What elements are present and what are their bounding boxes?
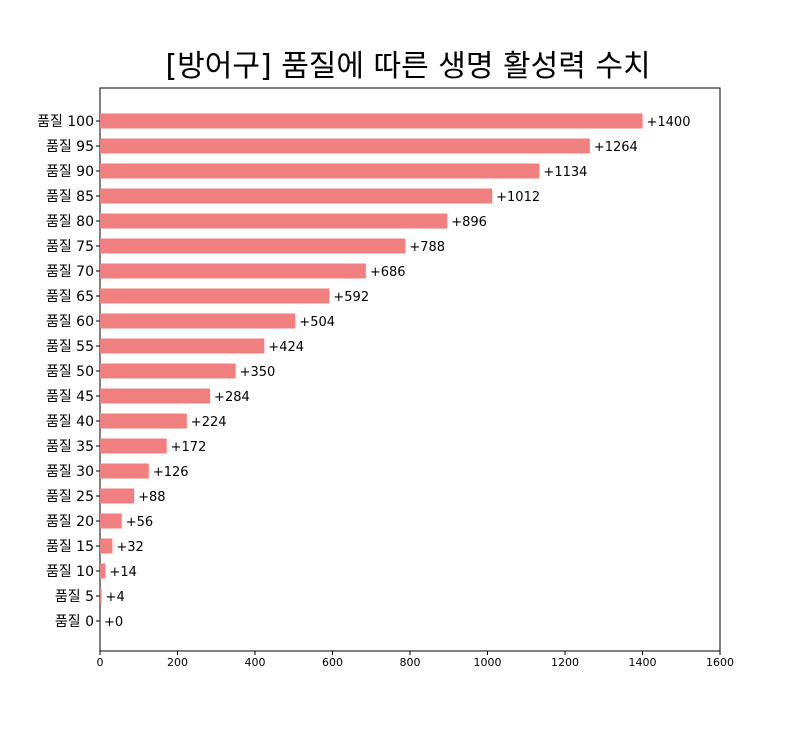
y-tick-label: 품질 30 [46,464,94,480]
y-tick-label: 품질 95 [46,139,94,155]
y-tick-label: 품질 45 [46,389,94,405]
data-label: +350 [240,365,276,380]
y-tick-label: 품질 50 [46,364,94,380]
bar [100,538,113,554]
y-tick-label: 품질 5 [55,589,94,605]
bar [100,488,135,504]
bar [100,113,643,129]
y-tick-label: 품질 70 [46,264,94,280]
x-tick-label: 1600 [706,656,734,669]
y-tick-label: 품질 100 [37,114,94,130]
y-tick-label: 품질 80 [46,214,94,230]
bars-group [100,113,643,604]
data-label: +686 [370,265,406,280]
data-label: +172 [171,440,207,455]
bar [100,463,149,479]
y-tick-label: 품질 20 [46,514,94,530]
data-label: +32 [116,540,143,555]
data-label: +1134 [543,165,587,180]
y-tick-label: 품질 65 [46,289,94,305]
data-label: +592 [333,290,369,305]
y-axis-labels: 품질 0 품질 5 품질 10 품질 15 품질 20 품질 25 품질 30 품질 35 품질… [37,114,100,630]
data-label: +14 [109,565,136,580]
data-label: +896 [451,215,487,230]
x-tick-label: 0 [97,656,104,669]
data-label: +424 [268,340,304,355]
bar [100,263,366,279]
bar [100,188,493,204]
bar [100,338,265,354]
data-label: +1264 [594,140,638,155]
x-tick-label: 1200 [551,656,579,669]
y-tick-label: 품질 15 [46,539,94,555]
bar [100,588,102,604]
data-label: +1400 [647,115,691,130]
data-label: +4 [106,590,125,605]
y-tick-label: 품질 0 [55,614,94,630]
y-tick-label: 품질 25 [46,489,94,505]
bar [100,313,296,329]
bar [100,138,590,154]
x-tick-label: 400 [245,656,266,669]
bar [100,363,236,379]
y-tick-label: 품질 40 [46,414,94,430]
data-label: +504 [299,315,335,330]
x-tick-label: 1000 [474,656,502,669]
y-tick-label: 품질 10 [46,564,94,580]
bar [100,288,330,304]
x-axis: 0 200 400 600 800 1000 1200 1400 1600 [97,651,734,669]
x-tick-label: 200 [167,656,188,669]
data-label: +126 [153,465,189,480]
chart-title: [방어구] 품질에 따른 생명 활성력 수치 [165,49,650,84]
y-tick-label: 품질 35 [46,439,94,455]
bar [100,563,106,579]
data-label: +224 [191,415,227,430]
x-tick-label: 1400 [629,656,657,669]
data-label: +788 [409,240,445,255]
y-tick-label: 품질 90 [46,164,94,180]
y-tick-label: 품질 55 [46,339,94,355]
data-labels: +0 +4 +14 +32 +56 +88 +126 +172 +224 +284 +350 +424… [104,115,690,630]
y-tick-label: 품질 85 [46,189,94,205]
bar [100,413,187,429]
data-label: +284 [214,390,250,405]
data-label: +56 [126,515,153,530]
bar [100,513,122,529]
x-tick-label: 800 [400,656,421,669]
bar [100,213,448,229]
data-label: +0 [104,615,123,630]
x-tick-label: 600 [322,656,343,669]
bar [100,438,167,454]
data-label: +1012 [496,190,540,205]
bar [100,238,406,254]
bar [100,388,211,404]
data-label: +88 [138,490,165,505]
y-tick-label: 품질 60 [46,314,94,330]
y-tick-label: 품질 75 [46,239,94,255]
bar [100,163,540,179]
